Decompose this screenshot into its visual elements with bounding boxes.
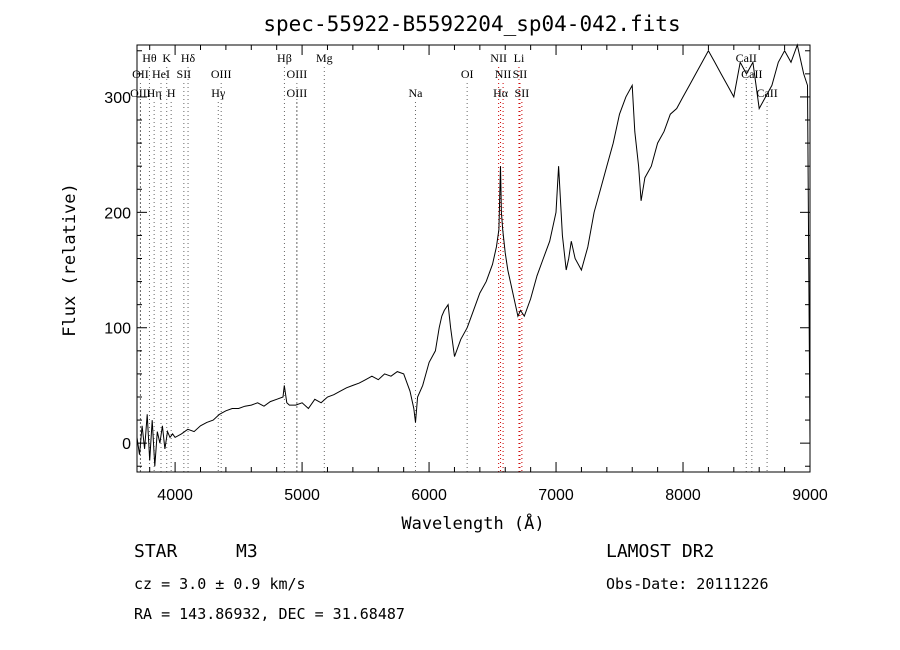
spectral-line-label: OIII (287, 86, 308, 100)
spectral-line-label: Na (408, 86, 423, 100)
object-class: STAR (134, 541, 178, 562)
spectral-line-label: Hδ (181, 51, 196, 65)
spectral-line-label: NII (495, 67, 512, 81)
spectral-line-label: SII (177, 67, 192, 81)
spectral-line-label: Hα (493, 86, 509, 100)
spectral-line-label: SII (515, 86, 530, 100)
redshift-cz: cz = 3.0 ± 0.9 km/s (134, 575, 306, 593)
spectral-line-label: Hβ (277, 51, 292, 65)
x-tick-label: 8000 (665, 487, 701, 504)
axis-ticks: 4000 5000 6000 7000 8000 9000 0 100 200 300 (104, 45, 828, 504)
spectral-line-label: CaII (756, 86, 777, 100)
flux-series-line (136, 43, 811, 467)
survey-name: LAMOST DR2 (606, 541, 715, 562)
y-tick-label: 200 (104, 205, 131, 222)
x-tick-label: 4000 (157, 487, 193, 504)
spectral-line-label: Mg (316, 51, 333, 65)
spectral-line-label: Li (514, 51, 525, 65)
spectral-line-markers: HθOIIOIIIKHeIHηHδSIIHOIIIHγHβOIIIOIIIMgN… (130, 51, 778, 472)
spectral-line-label: CaII (741, 67, 762, 81)
y-tick-label: 100 (104, 321, 131, 338)
spectral-line-label: H (167, 86, 176, 100)
x-tick-label: 9000 (792, 487, 828, 504)
spectral-line-label: NII (490, 51, 507, 65)
x-axis-label: Wavelength (Å) (401, 512, 544, 534)
spectral-line-label: CaII (736, 51, 757, 65)
x-tick-label: 6000 (411, 487, 447, 504)
x-tick-label: 5000 (284, 487, 320, 504)
spectral-line-label: Hη (147, 86, 162, 100)
plot-frame (136, 44, 811, 473)
spectral-line-label: OI (461, 67, 474, 81)
spectral-line-label: OIII (211, 67, 232, 81)
observation-date: Obs-Date: 20111226 (606, 575, 769, 593)
spectral-line-label: SII (513, 67, 528, 81)
spectral-line-label: Hγ (211, 86, 226, 100)
y-tick-label: 0 (122, 436, 131, 453)
y-tick-label: 300 (104, 90, 131, 107)
y-axis-label: Flux (relative) (60, 183, 80, 337)
spectral-line-label: Hθ (142, 51, 157, 65)
x-tick-label: 7000 (538, 487, 574, 504)
spectral-line-label: HeI (152, 67, 170, 81)
chart-title: spec-55922-B5592204_sp04-042.fits (263, 12, 680, 36)
spectral-line-label: OIII (287, 67, 308, 81)
object-subclass: M3 (236, 541, 258, 562)
coordinates: RA = 143.86932, DEC = 31.68487 (134, 605, 405, 623)
spectral-line-label: K (162, 51, 171, 65)
